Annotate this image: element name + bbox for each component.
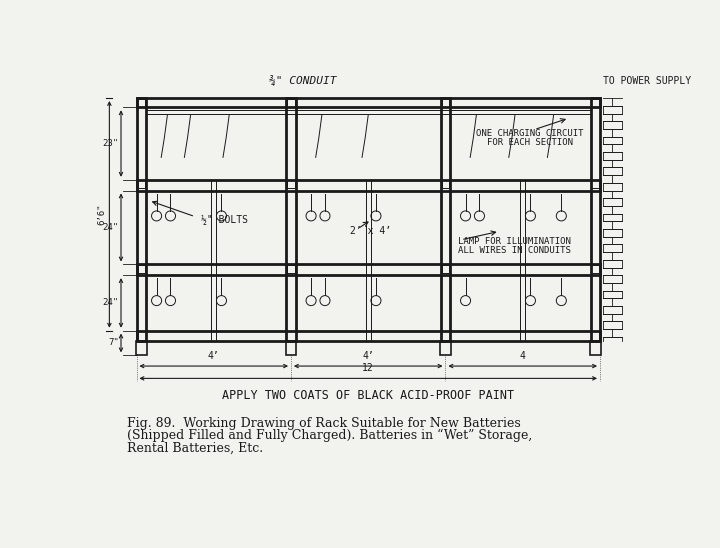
Text: APPLY TWO COATS OF BLACK ACID-PROOF PAINT: APPLY TWO COATS OF BLACK ACID-PROOF PAIN…	[222, 389, 514, 402]
Text: 24": 24"	[102, 223, 119, 232]
Text: (Shipped Filled and Fully Charged). Batteries in “Wet” Storage,: (Shipped Filled and Fully Charged). Batt…	[127, 429, 533, 442]
Text: ¾" CONDUIT: ¾" CONDUIT	[269, 76, 337, 87]
Text: 24": 24"	[102, 299, 119, 307]
Text: ONE CHARGING CIRCUIT: ONE CHARGING CIRCUIT	[477, 129, 584, 138]
Text: 4’: 4’	[208, 351, 220, 361]
Text: TO POWER SUPPLY: TO POWER SUPPLY	[603, 76, 691, 86]
Text: LAMP FOR ILLUMINATION: LAMP FOR ILLUMINATION	[458, 237, 571, 246]
Text: Fig. 89.  Working Drawing of Rack Suitable for New Batteries: Fig. 89. Working Drawing of Rack Suitabl…	[127, 417, 521, 430]
Text: ½" BOLTS: ½" BOLTS	[202, 215, 248, 225]
Text: 4’: 4’	[362, 351, 374, 361]
Text: Rental Batteries, Etc.: Rental Batteries, Etc.	[127, 442, 264, 454]
Text: 6’6": 6’6"	[97, 204, 107, 225]
Text: 23": 23"	[102, 139, 119, 148]
Text: 7": 7"	[108, 339, 119, 347]
Text: ALL WIRES IN CONDUITS: ALL WIRES IN CONDUITS	[458, 246, 571, 255]
Text: 12: 12	[362, 363, 374, 373]
Text: 2’ x 4’: 2’ x 4’	[350, 226, 391, 236]
Text: 4: 4	[520, 351, 526, 361]
Text: FOR EACH SECTION: FOR EACH SECTION	[487, 138, 573, 147]
